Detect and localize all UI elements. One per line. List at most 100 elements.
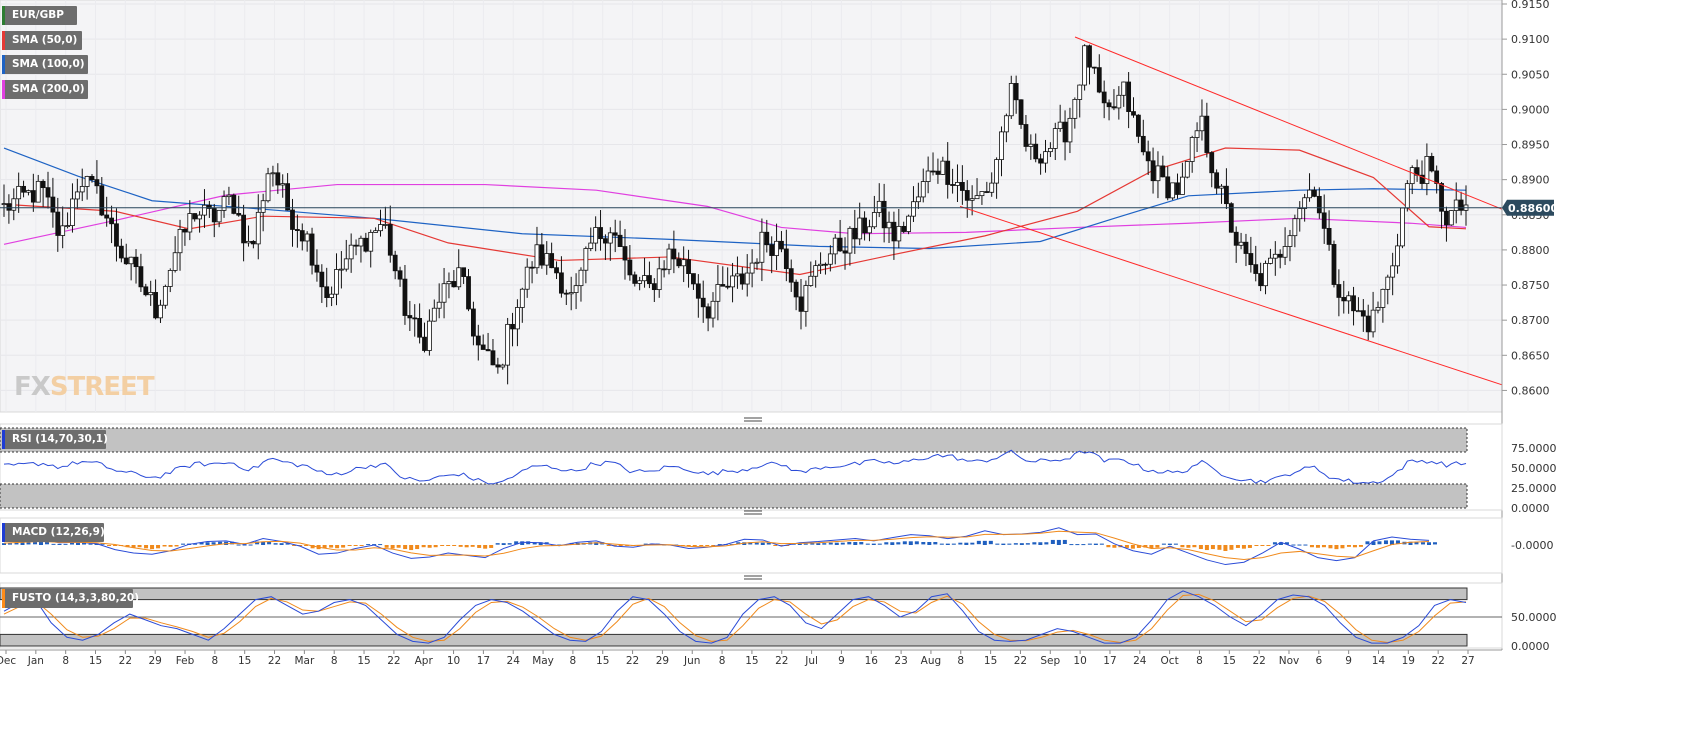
bearish-candle — [109, 217, 114, 225]
macd-histogram-bar-positive — [76, 542, 81, 545]
macd-histogram-bar-positive — [193, 543, 198, 545]
bearish-candle — [236, 213, 242, 216]
bullish-candle — [35, 180, 41, 203]
bullish-candle — [373, 230, 379, 233]
bearish-candle — [798, 296, 804, 312]
date-tick-label: 24 — [1133, 655, 1147, 667]
macd-histogram-bar-positive — [1432, 542, 1437, 545]
macd-histogram-bar-positive — [514, 541, 519, 545]
macd-histogram-bar-positive — [242, 544, 247, 546]
bullish-candle — [818, 263, 823, 267]
legend-symbol[interactable]: EUR/GBP — [2, 6, 77, 25]
legend-color-swatch — [2, 31, 5, 50]
macd-histogram-bar-negative — [1260, 545, 1265, 546]
fxstreet-watermark: FXSTREET — [14, 372, 155, 402]
macd-histogram-bar-positive — [1075, 544, 1080, 546]
macd-histogram-bar-positive — [273, 543, 278, 545]
macd-histogram-bar-negative — [1328, 545, 1333, 549]
bearish-candle — [94, 179, 100, 187]
macd-histogram-bar-positive — [2, 543, 6, 545]
macd-histogram-bar-positive — [532, 542, 537, 545]
bearish-candle — [182, 228, 188, 233]
bullish-candle — [774, 240, 779, 256]
bearish-candle — [950, 184, 955, 186]
bullish-candle — [84, 176, 90, 187]
macd-histogram-bar-positive — [1069, 544, 1074, 546]
macd-histogram-bar-negative — [403, 545, 408, 550]
pane-handle-fusto[interactable] — [744, 575, 762, 580]
macd-indicator: -0.0000 — [2, 527, 1553, 566]
legend-fusto[interactable]: FUSTO (14,3,3,80,20) — [2, 589, 139, 608]
macd-histogram-bar-negative — [1346, 545, 1351, 547]
bearish-candle — [691, 273, 696, 285]
bearish-candle — [647, 275, 652, 285]
bullish-candle — [744, 272, 750, 285]
bearish-candle — [1106, 102, 1112, 108]
bearish-candle — [783, 248, 789, 270]
macd-histogram-bar-positive — [1038, 542, 1043, 545]
macd-histogram-bar-negative — [335, 545, 340, 549]
bearish-candle — [720, 284, 726, 287]
macd-histogram-bar-negative — [131, 545, 136, 548]
bullish-candle — [1404, 183, 1410, 209]
macd-histogram-bar-negative — [1217, 545, 1222, 550]
macd-histogram-bar-negative — [137, 545, 142, 548]
bullish-candle — [1409, 167, 1415, 185]
macd-histogram-bar-positive — [1383, 540, 1388, 545]
legend-sma100[interactable]: SMA (100,0) — [2, 55, 88, 74]
bearish-candle — [114, 223, 119, 247]
legend-sma200[interactable]: SMA (200,0) — [2, 80, 88, 99]
macd-histogram-bar-negative — [477, 545, 482, 548]
date-tick-label: 15 — [238, 655, 251, 667]
macd-histogram-bar-negative — [1358, 545, 1363, 547]
macd-histogram-bar-positive — [495, 543, 500, 545]
date-tick-label: 22 — [1252, 655, 1265, 667]
main-plot-area[interactable] — [0, 0, 1503, 413]
macd-histogram-bar-negative — [347, 545, 352, 546]
macd-histogram-bar-positive — [1167, 543, 1172, 545]
date-tick-label: 16 — [865, 655, 879, 667]
date-tick-label: 8 — [62, 655, 69, 667]
bearish-candle — [1175, 182, 1180, 195]
bullish-candle — [827, 253, 833, 265]
bearish-candle — [739, 273, 745, 285]
macd-histogram-bar-negative — [1180, 545, 1185, 548]
bearish-candle — [1018, 99, 1024, 125]
date-tick-label: Aug — [921, 655, 942, 667]
bullish-candle — [60, 225, 66, 236]
bullish-candle — [1003, 115, 1009, 133]
legend-rsi[interactable]: RSI (14,70,30,1) — [2, 430, 108, 449]
date-tick-label: 22 — [387, 655, 400, 667]
macd-histogram-bar-positive — [988, 540, 993, 545]
legend-sma50[interactable]: SMA (50,0) — [2, 31, 82, 50]
bearish-candle — [1312, 189, 1317, 197]
bearish-candle — [1204, 115, 1210, 153]
macd-pane[interactable] — [0, 517, 1503, 574]
macd-histogram-bar-positive — [70, 542, 75, 545]
date-tick-label: 15 — [745, 655, 758, 667]
bullish-candle — [989, 182, 995, 193]
bullish-candle — [1155, 165, 1161, 182]
bullish-candle — [578, 269, 584, 287]
date-tick-label: 6 — [1315, 655, 1322, 667]
bullish-candle — [593, 227, 599, 244]
bearish-candle — [959, 182, 965, 191]
macd-histogram-bar-positive — [248, 544, 253, 546]
macd-histogram-bar-negative — [156, 545, 161, 549]
bullish-candle — [925, 170, 931, 182]
bearish-candle — [559, 272, 564, 294]
pane-handle-macd[interactable] — [744, 510, 762, 515]
bullish-candle — [1380, 288, 1386, 308]
macd-histogram-bar-negative — [341, 545, 346, 548]
bearish-candle — [1087, 45, 1092, 68]
bullish-candle — [1116, 94, 1122, 109]
macd-histogram-bar-positive — [908, 541, 913, 545]
bearish-candle — [123, 257, 129, 265]
bearish-candle — [6, 203, 12, 211]
legend-macd[interactable]: MACD (12,26,9) — [2, 523, 105, 542]
bullish-candle — [1272, 253, 1278, 259]
macd-histogram-bar-positive — [1395, 540, 1400, 545]
bearish-candle — [324, 286, 330, 298]
bearish-candle — [299, 230, 305, 242]
pane-handle-rsi[interactable] — [744, 417, 762, 422]
